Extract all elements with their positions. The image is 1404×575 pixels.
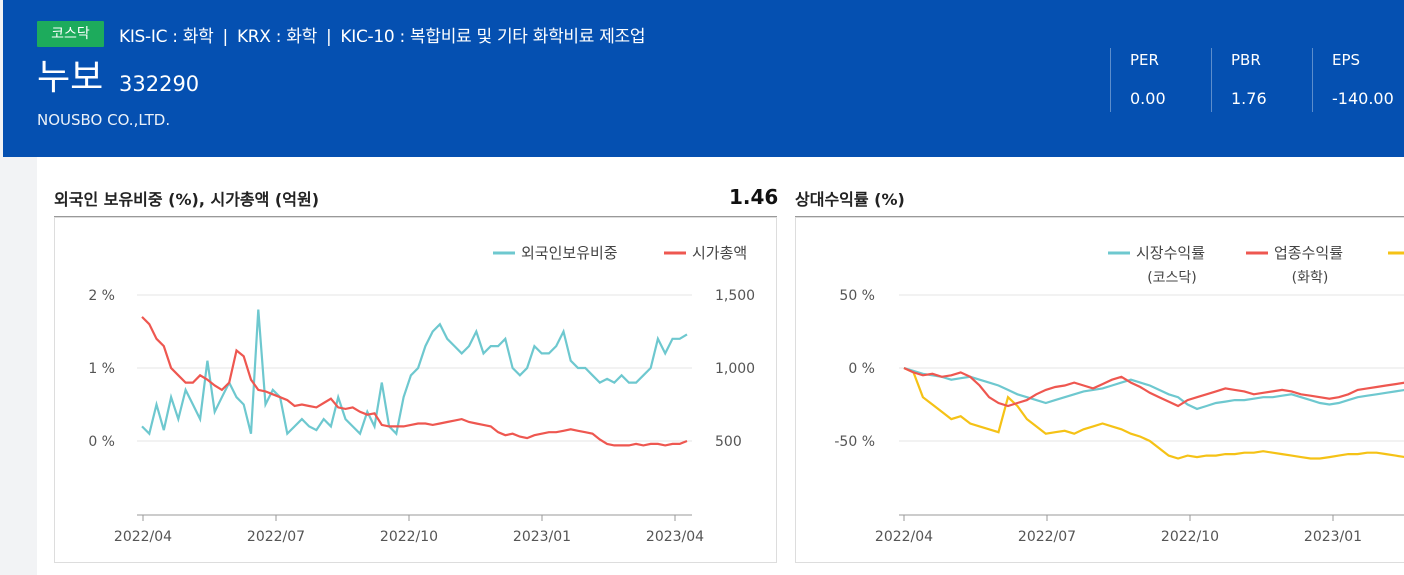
left-panel-title: 외국인 보유비중 (%), 시가총액 (억원) (54, 190, 320, 209)
series-line-industry-return (903, 367, 1404, 408)
y-left-tick-label: 2 % (88, 288, 115, 304)
left-panel-value: 1.46 (729, 185, 779, 209)
y-right-tick-label: 1,500 (715, 288, 755, 304)
foreign-ownership-chart-box: 2 % 1 % 0 % 1,500 1,000 500 2022/04 2022/07 2022… (54, 217, 777, 563)
legend-label: 시가총액 (692, 244, 747, 262)
y-tick-label: 0 % (848, 361, 875, 377)
industry-separator: | (222, 27, 229, 47)
market-badge: 코스닥 (37, 21, 104, 47)
y-tick-label: -50 % (834, 434, 875, 450)
metric-label: PBR (1231, 51, 1261, 69)
series-line-foreign-ownership (141, 309, 688, 436)
series-line-market-return (903, 366, 1404, 411)
legend-sublabel: (코스닥) (1147, 270, 1197, 286)
x-tick-label: 2022/07 (1018, 529, 1076, 545)
x-tick-label: 2022/04 (875, 529, 933, 545)
metric-pbr: PBR 1.76 (1211, 48, 1313, 112)
relative-return-chart: 50 % 0 % -50 % 2022/04 2022/07 2022/10 2023/01… (834, 244, 1404, 545)
industry-classification: KIS-IC : 화학 | KRX : 화학 | KIC-10 : 복합비료 및 기타 … (119, 22, 646, 47)
y-right-tick-label: 500 (715, 434, 742, 450)
legend-sublabel: (화학) (1292, 270, 1329, 286)
stock-english-name: NOUSBO CO.,LTD. (37, 111, 171, 129)
metric-value: 0.00 (1130, 89, 1166, 108)
x-tick-label: 2022/04 (114, 529, 172, 545)
stock-code: 332290 (119, 72, 200, 96)
y-left-tick-label: 1 % (88, 361, 115, 377)
industry-kic: KIC-10 : 복합비료 및 기타 화학비료 제조업 (340, 27, 646, 47)
stock-name: 누보 (37, 57, 104, 98)
legend-label: 시장수익률 (1136, 244, 1205, 262)
series-line-market-cap (141, 316, 688, 447)
foreign-ownership-chart: 2 % 1 % 0 % 1,500 1,000 500 2022/04 2022/07 2022… (88, 244, 755, 545)
metric-value: 1.76 (1231, 89, 1267, 108)
y-tick-label: 50 % (839, 288, 875, 304)
right-panel-title: 상대수익률 (%) (795, 190, 905, 209)
legend-label: 외국인보유비중 (521, 244, 618, 262)
stock-header: 코스닥 KIS-IC : 화학 | KRX : 화학 | KIC-10 : 복합비료 및… (3, 0, 1404, 157)
x-tick-label: 2023/01 (1304, 529, 1362, 545)
metric-per: PER 0.00 (1110, 48, 1212, 112)
left-title-rule (54, 216, 777, 217)
metric-eps: EPS -140.00 (1312, 48, 1404, 112)
y-right-tick-label: 1,000 (715, 361, 755, 377)
series-line-stock-return (903, 367, 1404, 460)
metric-label: PER (1130, 51, 1159, 69)
x-tick-label: 2023/04 (646, 529, 704, 545)
content-area: 외국인 보유비중 (%), 시가총액 (억원) 1.46 2 % 1 % 0 % 1,… (37, 157, 1404, 575)
metric-label: EPS (1332, 51, 1361, 69)
x-tick-label: 2022/07 (247, 529, 305, 545)
x-tick-label: 2022/10 (380, 529, 438, 545)
industry-separator: | (325, 27, 332, 47)
x-tick-label: 2022/10 (1161, 529, 1219, 545)
y-left-tick-label: 0 % (88, 434, 115, 450)
metric-value: -140.00 (1332, 89, 1394, 108)
industry-krx: KRX : 화학 (236, 27, 317, 47)
industry-kis: KIS-IC : 화학 (119, 27, 214, 47)
right-title-rule (795, 216, 1404, 217)
relative-return-chart-box: 50 % 0 % -50 % 2022/04 2022/07 2022/10 2023/01… (795, 217, 1404, 563)
legend-label: 업종수익률 (1274, 244, 1343, 262)
x-tick-label: 2023/01 (513, 529, 571, 545)
